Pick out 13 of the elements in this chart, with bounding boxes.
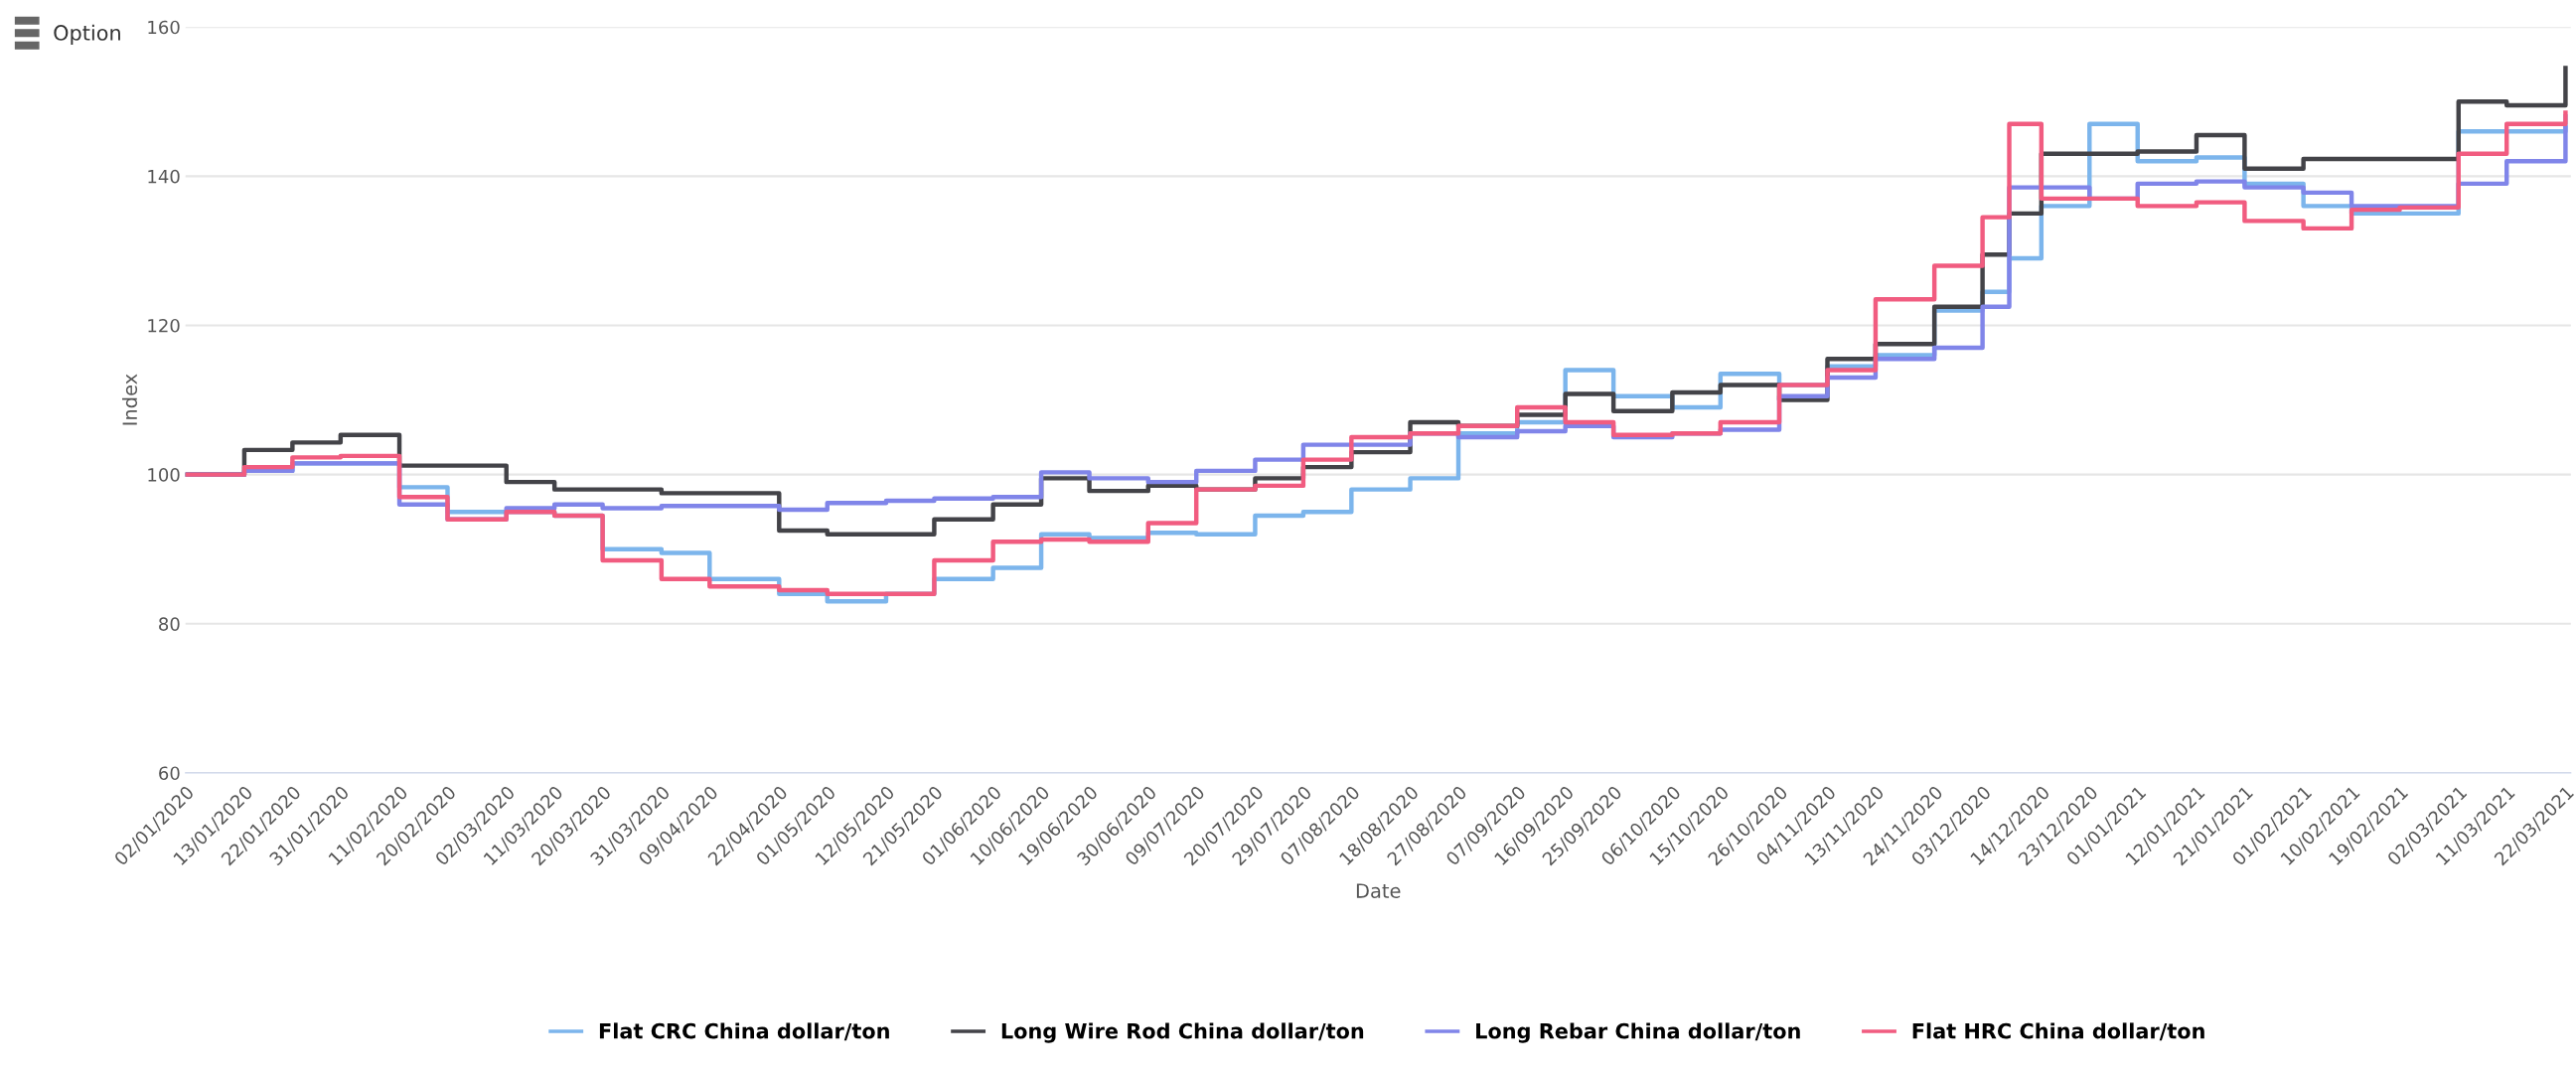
y-tick-label: 60 — [159, 766, 180, 781]
y-tick-label: 80 — [159, 617, 180, 631]
x-axis-title: Date — [1356, 883, 1401, 898]
text: Option — [54, 24, 120, 45]
y-tick-label: 160 — [148, 20, 180, 35]
y-tick-label: 120 — [148, 318, 180, 333]
legend-label: Long Rebar China dollar/ton — [1476, 1022, 1800, 1043]
y-tick-label: 140 — [148, 169, 180, 184]
legend-label: Flat HRC China dollar/ton — [1912, 1022, 2204, 1041]
legend-label: Long Wire Rod China dollar/ton — [1001, 1022, 1364, 1043]
y-tick-label: 100 — [148, 468, 180, 482]
y-axis-title: Index — [122, 374, 138, 425]
legend-label: Flat CRC China dollar/ton — [599, 1022, 889, 1041]
